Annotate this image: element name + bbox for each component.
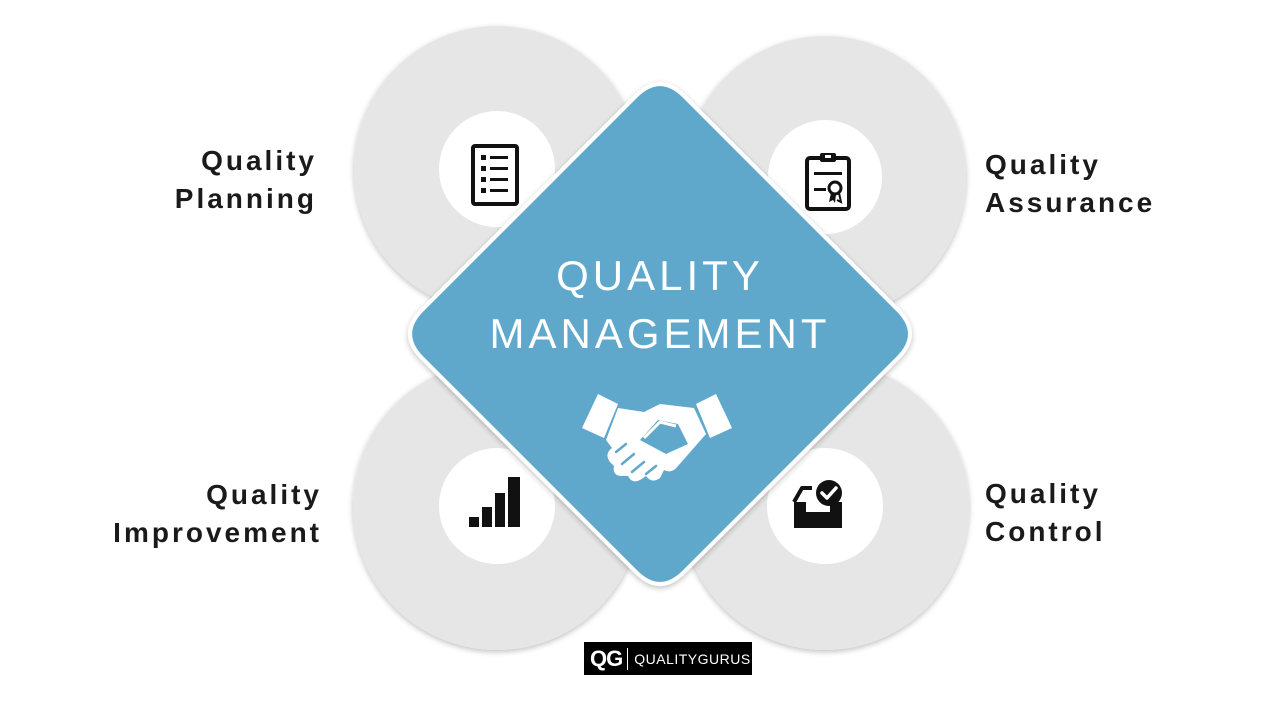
center-title-line1: QUALITY — [556, 252, 764, 299]
center-diamond — [408, 82, 912, 586]
disc-assurance — [768, 120, 882, 234]
label-assurance-line1: Quality — [985, 149, 1101, 180]
certificate-clipboard-icon — [805, 153, 851, 211]
checklist-icon — [471, 144, 519, 206]
label-quality-control: Quality Control — [985, 475, 1106, 551]
label-quality-improvement: Quality Improvement — [113, 476, 322, 552]
bar-chart-icon — [469, 477, 520, 527]
label-quality-planning: Quality Planning — [175, 142, 317, 218]
handshake-icon — [582, 394, 732, 482]
label-improvement-line2: Improvement — [113, 517, 322, 548]
inbox-check-icon — [792, 480, 842, 528]
label-planning-line1: Quality — [201, 145, 317, 176]
label-improvement-line1: Quality — [206, 479, 322, 510]
label-control-line2: Control — [985, 516, 1106, 547]
label-quality-assurance: Quality Assurance — [985, 146, 1155, 222]
center-title-line2: MANAGEMENT — [489, 310, 831, 357]
qualitygurus-logo: QG QUALITYGURUS — [584, 642, 752, 675]
logo-text: QUALITYGURUS — [634, 650, 751, 667]
label-assurance-line2: Assurance — [985, 187, 1156, 218]
label-planning-line2: Planning — [174, 183, 317, 214]
logo-divider — [627, 647, 629, 670]
logo-mark: QG — [590, 645, 623, 671]
label-control-line1: Quality — [985, 478, 1101, 509]
disc-control — [767, 448, 883, 564]
